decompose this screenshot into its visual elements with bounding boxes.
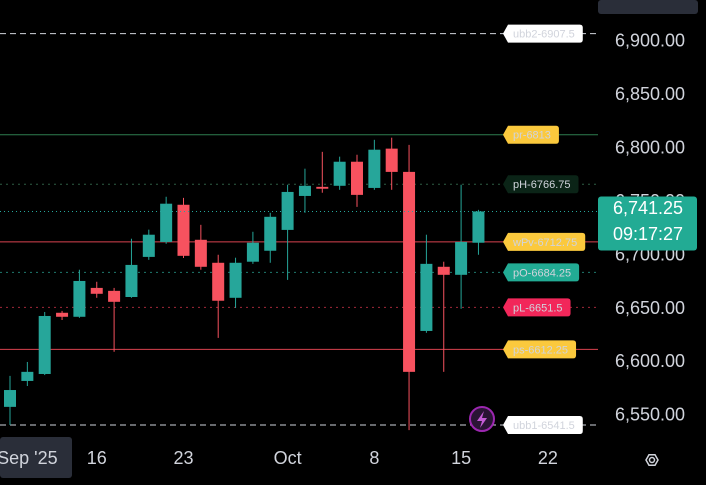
x-tick-label: 8 [369,448,379,468]
level-label-text: ps-6612.25 [513,344,568,356]
x-tick-label: 15 [451,448,471,468]
y-tick-label: 6,550.00 [615,405,685,425]
candle-body [316,186,329,189]
candle-body [108,290,121,302]
candle-body [281,191,294,230]
candle-body [212,262,225,301]
y-tick-label: 6,900.00 [615,30,685,50]
candle-body [90,287,103,294]
alert-icon[interactable] [469,406,495,432]
level-label: wPv-6712.75 [503,232,586,251]
level-label: pH-6766.75 [503,175,579,194]
candle-body [403,171,416,372]
y-tick-label: 6,850.00 [615,84,685,104]
level-label-text: pH-6766.75 [513,179,571,191]
level-label-box [503,340,577,359]
candle-body [333,161,346,186]
level-label-box [503,298,571,317]
price-box-top [598,0,698,14]
level-label: pr-6813 [503,125,559,144]
candle-body [73,280,86,317]
candle-body [4,390,16,407]
candle-body [177,204,190,256]
x-tick-label: 22 [538,448,558,468]
candle-body [246,242,259,262]
settings-icon[interactable] [645,454,659,466]
candle-body [385,148,398,172]
level-label-text: pO-6684.25 [513,267,571,279]
candle-body [298,185,311,196]
candle-body [229,262,242,298]
candle-body [56,312,69,317]
level-label-box [503,175,579,194]
level-label-text: ubb2-6907.5 [513,29,575,41]
y-tick-label: 6,650.00 [615,298,685,318]
x-tick-label: 23 [173,448,193,468]
level-label-text: pL-6651.5 [513,302,563,314]
level-label: ps-6612.25 [503,340,577,359]
candle-body [125,264,138,297]
candle-body [437,266,450,275]
candle-body [264,216,277,251]
x-tick-label: Sep '25 [0,448,58,468]
last-price-label: 6,741.25 [613,198,683,218]
countdown-label: 09:17:27 [613,224,683,244]
candle-body [160,203,173,242]
candle-body [351,161,363,195]
candle-body [472,211,485,243]
level-label: pO-6684.25 [503,263,580,282]
candle-body [194,239,207,267]
level-label: ubb2-6907.5 [503,24,583,43]
candle-body [21,371,34,381]
level-label-text: wPv-6712.75 [512,237,577,249]
level-label-box [503,24,583,43]
level-label-box [503,125,559,144]
y-tick-label: 6,800.00 [615,137,685,157]
candle-body [142,234,155,257]
level-label-box [503,232,586,251]
x-tick-label: Oct [274,448,302,468]
level-label-box [503,263,580,282]
candle-body [455,241,468,275]
level-label: pL-6651.5 [503,298,571,317]
date-highlight [0,437,72,478]
x-tick-label: 16 [87,448,107,468]
candle-body [368,149,381,188]
level-label-box [503,416,583,435]
level-label-text: pr-6813 [513,130,551,142]
level-label: ubb1-6541.5 [503,416,583,435]
level-label-text: ubb1-6541.5 [513,420,575,432]
candle-body [420,263,433,331]
y-tick-label: 6,600.00 [615,351,685,371]
candle-body [38,315,51,374]
last-price-box [598,196,697,251]
